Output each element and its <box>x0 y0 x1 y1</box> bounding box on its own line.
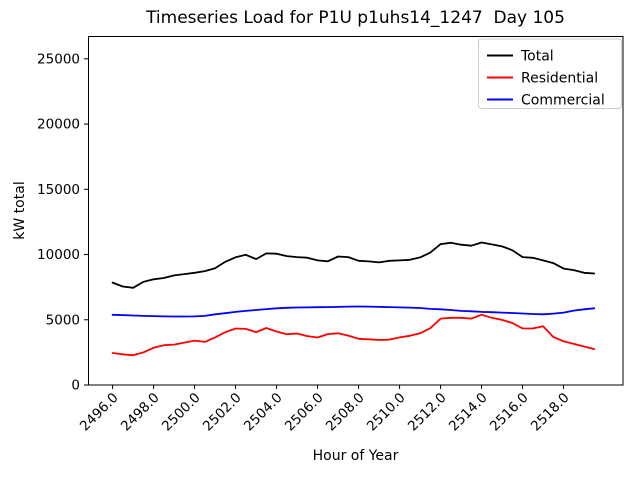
legend-label-residential: Residential <box>521 71 598 87</box>
x-axis-label: Hour of Year <box>313 448 399 464</box>
residential-line <box>111 313 596 357</box>
x-tick-label: 2514.0 <box>446 390 491 435</box>
y-axis-ticks: 0 5000 10000 15000 20000 25000 <box>37 51 88 394</box>
x-tick-label: 2518.0 <box>528 390 573 435</box>
chart-title: Timeseries Load for P1U p1uhs14_1247 Day… <box>145 8 565 28</box>
x-axis-ticks: 2496.02498.02500.02502.02504.02506.02508… <box>77 385 573 434</box>
x-tick-label: 2510.0 <box>364 390 409 435</box>
total-line <box>111 241 596 289</box>
commercial-line <box>111 305 596 318</box>
x-tick-label: 2500.0 <box>159 390 204 435</box>
y-tick-label: 5000 <box>46 312 80 328</box>
x-tick-label: 2508.0 <box>323 390 368 435</box>
y-tick-label: 10000 <box>37 247 80 263</box>
legend: Total Residential Commercial <box>478 38 622 109</box>
y-tick-label: 15000 <box>37 182 80 198</box>
legend-box <box>478 38 622 109</box>
y-axis-label: kW total <box>12 181 28 239</box>
x-tick-label: 2502.0 <box>200 390 245 435</box>
y-tick-label: 25000 <box>37 51 80 67</box>
plot-lines <box>111 241 596 357</box>
axes-spines <box>88 36 624 386</box>
x-tick-label: 2506.0 <box>282 390 327 435</box>
y-tick-label: 0 <box>71 378 80 394</box>
x-tick-label: 2516.0 <box>487 390 532 435</box>
x-tick-label: 2504.0 <box>241 390 286 435</box>
legend-label-total: Total <box>520 49 554 65</box>
x-tick-label: 2498.0 <box>118 390 163 435</box>
legend-label-commercial: Commercial <box>521 93 605 109</box>
y-tick-label: 20000 <box>37 117 80 133</box>
x-tick-label: 2496.0 <box>77 390 122 435</box>
x-tick-label: 2512.0 <box>405 390 450 435</box>
